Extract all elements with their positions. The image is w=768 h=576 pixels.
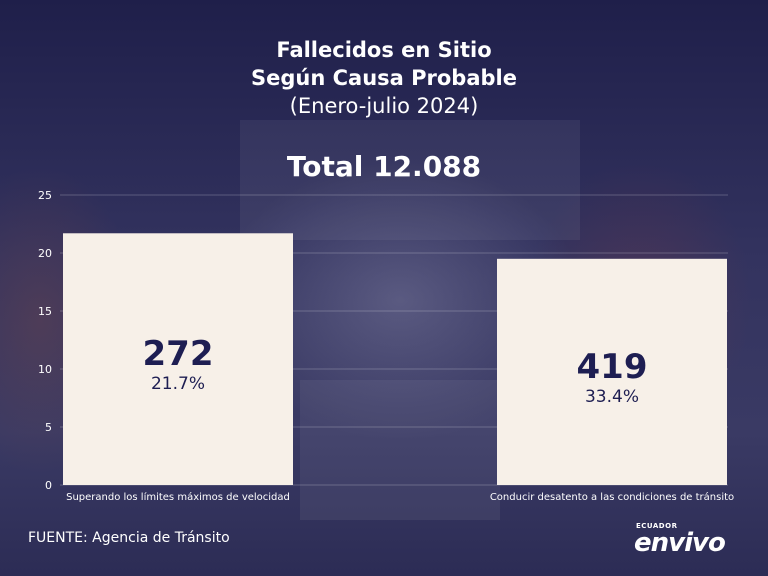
bar-percent-label: 21.7% [151, 374, 205, 394]
background-vehicle-shape [240, 120, 580, 240]
x-category-label: Conducir desatento a las condiciones de … [490, 491, 734, 503]
bar [497, 258, 727, 485]
bar-value-label: 272 [143, 334, 214, 374]
source-note: FUENTE: Agencia de Tránsito [28, 530, 230, 546]
envivo-logo: ECUADOR envivo [634, 522, 726, 558]
title-line-2: Según Causa Probable [251, 66, 517, 90]
x-category-label: Superando los límites máximos de velocid… [66, 491, 290, 503]
x-axis-labels: Superando los límites máximos de velocid… [66, 491, 734, 503]
bar [63, 233, 293, 485]
y-tick-label: 10 [38, 363, 52, 376]
title-line-1: Fallecidos en Sitio [276, 38, 492, 62]
chart-title: Fallecidos en Sitio Según Causa Probable… [0, 36, 768, 120]
bar-percent-label: 33.4% [585, 387, 639, 407]
y-tick-label: 5 [45, 421, 52, 434]
y-tick-label: 25 [38, 189, 52, 202]
total-label: Total 12.088 [286, 150, 482, 183]
logo-wordmark: envivo [634, 528, 726, 558]
y-tick-label: 20 [38, 247, 52, 260]
logo-country: ECUADOR [636, 522, 678, 530]
y-tick-label: 15 [38, 305, 52, 318]
background-wreckage-shape [300, 380, 500, 520]
y-tick-label: 0 [45, 479, 52, 492]
bar-value-label: 419 [577, 347, 648, 387]
y-axis-ticks: 0 5 10 15 20 25 [38, 189, 52, 492]
title-line-3: (Enero-julio 2024) [289, 94, 479, 118]
